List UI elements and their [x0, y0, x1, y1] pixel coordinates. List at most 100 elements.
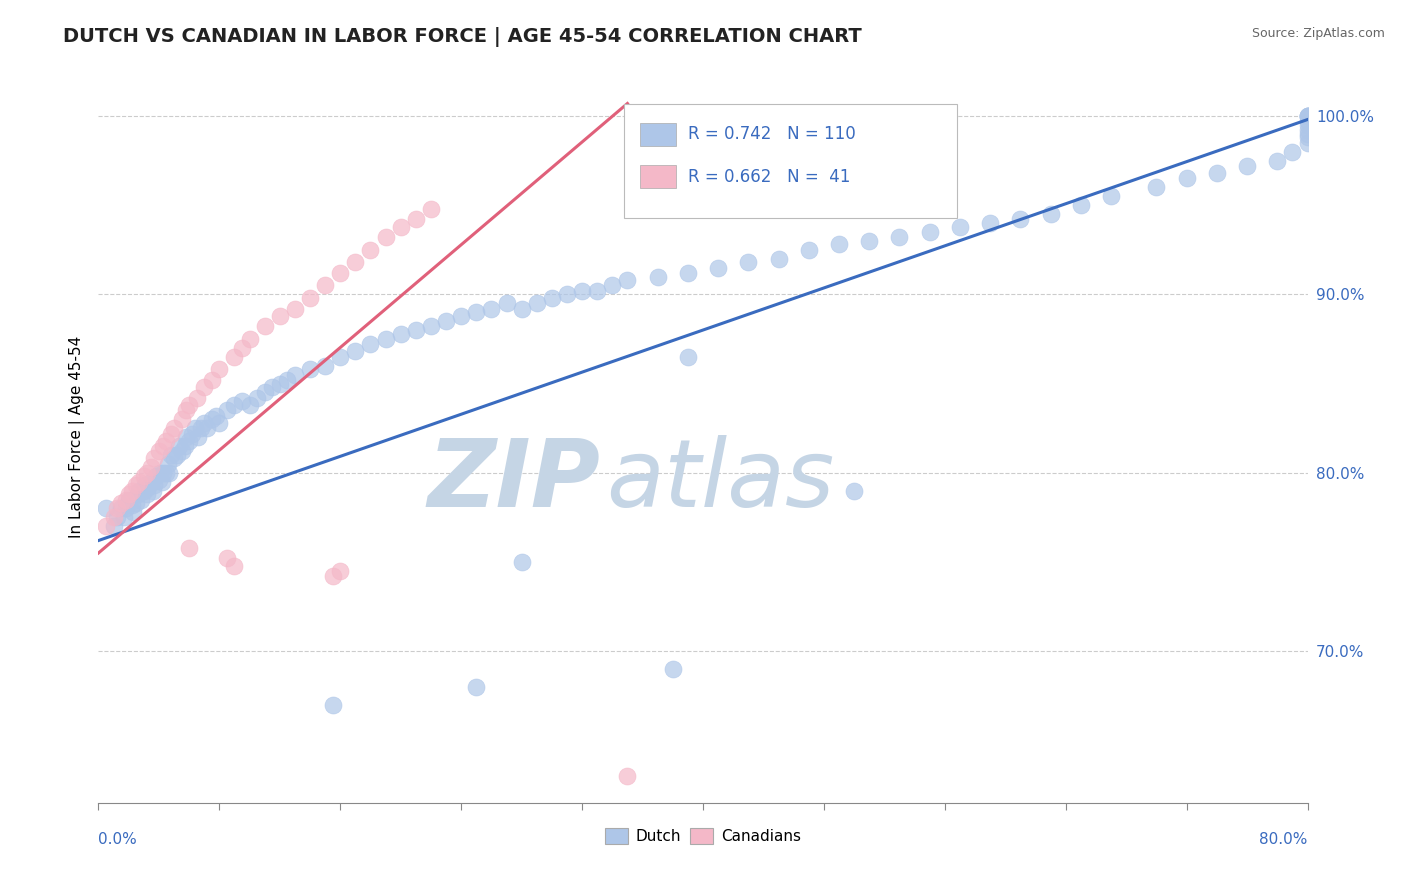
- Bar: [640, 122, 676, 146]
- Point: [160, 426, 183, 441]
- Point: [269, 376, 291, 391]
- Point: [797, 243, 820, 257]
- Point: [918, 225, 941, 239]
- Point: [1144, 180, 1167, 194]
- Point: [224, 558, 246, 573]
- Point: [420, 319, 443, 334]
- Point: [190, 421, 212, 435]
- Point: [284, 368, 307, 382]
- Text: Source: ZipAtlas.com: Source: ZipAtlas.com: [1251, 27, 1385, 40]
- Point: [134, 478, 156, 492]
- Point: [322, 698, 344, 712]
- Point: [1175, 171, 1198, 186]
- Point: [239, 332, 262, 346]
- Point: [768, 252, 790, 266]
- Point: [389, 326, 412, 341]
- Point: [193, 416, 215, 430]
- Point: [224, 398, 246, 412]
- Point: [676, 350, 699, 364]
- Point: [314, 278, 336, 293]
- Point: [1236, 159, 1258, 173]
- Point: [571, 284, 593, 298]
- Point: [187, 430, 209, 444]
- Point: [121, 483, 143, 498]
- Point: [159, 466, 181, 480]
- Point: [94, 519, 117, 533]
- Point: [167, 439, 190, 453]
- Point: [105, 510, 128, 524]
- Point: [676, 266, 699, 280]
- Point: [174, 430, 197, 444]
- Point: [1296, 109, 1319, 123]
- Point: [121, 498, 143, 512]
- Point: [1281, 145, 1303, 159]
- Point: [1296, 118, 1319, 132]
- Point: [224, 350, 246, 364]
- Text: 80.0%: 80.0%: [1260, 832, 1308, 847]
- Point: [186, 391, 208, 405]
- Y-axis label: In Labor Force | Age 45-54: In Labor Force | Age 45-54: [69, 336, 84, 538]
- Point: [284, 301, 307, 316]
- Point: [329, 266, 352, 280]
- Point: [616, 273, 638, 287]
- Point: [1296, 127, 1319, 141]
- Point: [201, 412, 224, 426]
- Point: [135, 487, 157, 501]
- Point: [181, 426, 204, 441]
- Point: [103, 510, 125, 524]
- Point: [1267, 153, 1289, 168]
- Point: [127, 487, 149, 501]
- Point: [647, 269, 669, 284]
- Point: [118, 492, 141, 507]
- Point: [125, 478, 148, 492]
- Point: [495, 296, 517, 310]
- Point: [889, 230, 911, 244]
- Point: [205, 409, 228, 423]
- Point: [143, 451, 166, 466]
- Point: [1296, 114, 1319, 128]
- Point: [128, 483, 150, 498]
- Text: ZIP: ZIP: [427, 435, 600, 527]
- Point: [344, 255, 367, 269]
- Point: [510, 301, 533, 316]
- Point: [602, 278, 624, 293]
- Point: [269, 309, 291, 323]
- Point: [136, 480, 159, 494]
- Point: [299, 362, 322, 376]
- Point: [179, 434, 201, 448]
- Point: [1296, 136, 1319, 150]
- Point: [586, 284, 609, 298]
- Point: [163, 451, 186, 466]
- Point: [434, 314, 457, 328]
- Point: [129, 492, 152, 507]
- Point: [208, 416, 231, 430]
- Point: [844, 483, 866, 498]
- Point: [828, 237, 851, 252]
- Point: [465, 305, 488, 319]
- Point: [114, 501, 136, 516]
- Point: [103, 519, 125, 533]
- Text: R = 0.742   N = 110: R = 0.742 N = 110: [689, 125, 856, 144]
- Point: [1206, 166, 1229, 180]
- Point: [132, 483, 155, 498]
- Text: DUTCH VS CANADIAN IN LABOR FORCE | AGE 45-54 CORRELATION CHART: DUTCH VS CANADIAN IN LABOR FORCE | AGE 4…: [63, 27, 862, 46]
- FancyBboxPatch shape: [624, 104, 957, 218]
- Point: [128, 475, 150, 489]
- Point: [142, 483, 165, 498]
- Point: [1296, 109, 1319, 123]
- Point: [555, 287, 578, 301]
- Point: [163, 421, 186, 435]
- Point: [1296, 109, 1319, 123]
- Point: [360, 337, 382, 351]
- Point: [450, 309, 472, 323]
- Point: [114, 492, 136, 507]
- Point: [276, 373, 298, 387]
- Bar: [640, 165, 676, 188]
- Point: [149, 466, 172, 480]
- Point: [420, 202, 443, 216]
- Point: [1099, 189, 1122, 203]
- Point: [329, 350, 352, 364]
- Point: [152, 466, 174, 480]
- Point: [526, 296, 548, 310]
- Point: [112, 510, 135, 524]
